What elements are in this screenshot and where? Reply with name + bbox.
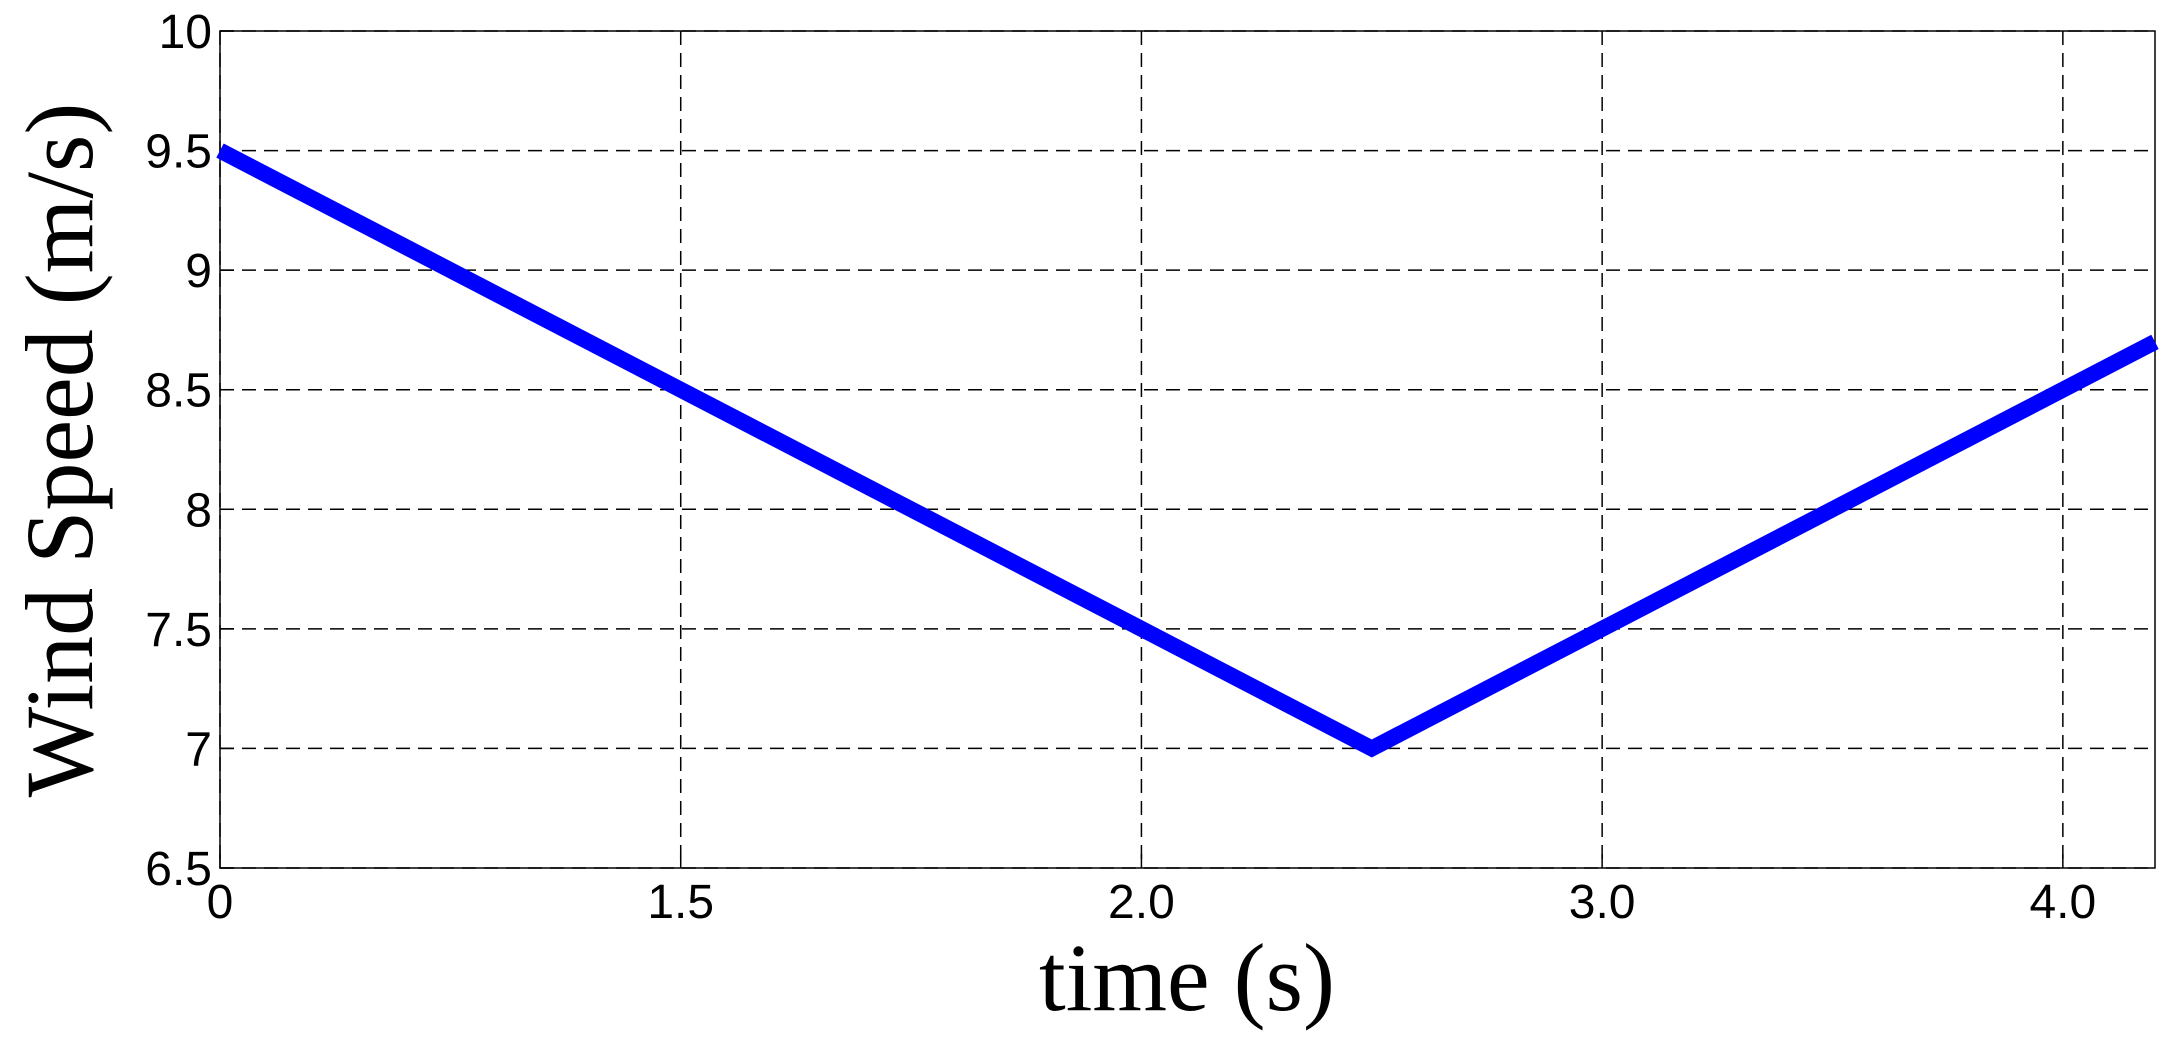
x-tick-label: 1.5 (647, 876, 714, 929)
x-tick-label: 2.0 (1108, 876, 1175, 929)
y-axis-label: Wind Speed (m/s) (6, 103, 113, 798)
plot-area (220, 31, 2155, 868)
x-tick-label: 4.0 (2029, 876, 2096, 929)
plot-frame (219, 30, 2156, 869)
data-line (216, 143, 2159, 758)
y-tick-label: 8 (185, 484, 212, 537)
y-tick-label: 6.5 (145, 843, 212, 896)
y-tick-label: 9 (185, 245, 212, 298)
y-tick-label: 8.5 (145, 365, 212, 418)
y-tick-label: 9.5 (145, 126, 212, 179)
x-tick-label: 3.0 (1569, 876, 1636, 929)
y-tick-label: 7.5 (145, 604, 212, 657)
x-axis-label: time (s) (1039, 924, 1335, 1031)
y-tick-label: 10 (159, 6, 212, 59)
x-tick-label: 0 (207, 876, 234, 929)
y-tick-label: 7 (185, 723, 212, 776)
